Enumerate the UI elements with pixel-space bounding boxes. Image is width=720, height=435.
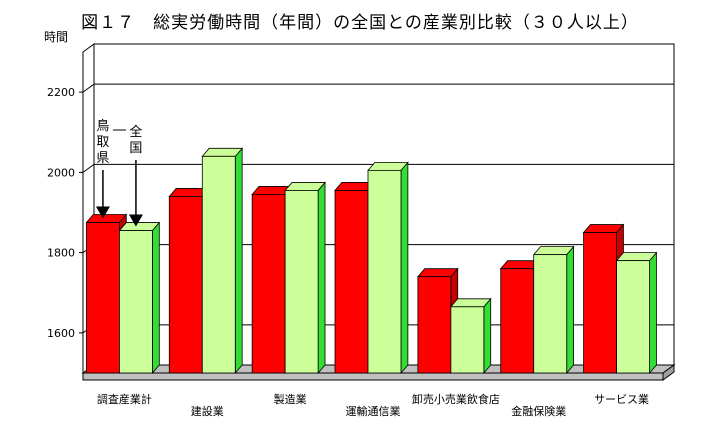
- bar: [201, 155, 236, 374]
- x-tick-label: 運輸通信業: [346, 404, 401, 418]
- x-tick-label: 建設業: [191, 404, 224, 418]
- chart-title: 図１７ 総実労働時間（年間）の全国との産業別比較（３０人以上）: [81, 13, 639, 33]
- bar: [450, 306, 485, 374]
- bar-side: [566, 245, 574, 375]
- bar: [251, 194, 286, 374]
- bar: [616, 260, 650, 374]
- bar-top: [449, 298, 492, 308]
- bar-top: [367, 161, 409, 171]
- series-annotation-label: 鳥: [96, 119, 109, 134]
- bar-side: [649, 251, 657, 375]
- series-annotation-label: 国: [129, 141, 142, 156]
- x-tick-label: 調査産業計: [97, 392, 152, 406]
- bar: [583, 232, 617, 374]
- bar-side: [152, 221, 160, 375]
- x-tick-label: サービス業: [594, 393, 649, 406]
- plot-floor-front: [82, 372, 664, 381]
- y-tick-label: 1800: [47, 247, 75, 260]
- bar-top: [615, 252, 658, 262]
- bar-top: [284, 182, 326, 191]
- series-annotation-label: 全: [129, 124, 142, 140]
- series-annotation-label: 県: [96, 151, 109, 166]
- bar: [533, 254, 568, 374]
- annotation-arrow-head: [95, 206, 110, 219]
- bar-side: [317, 181, 326, 375]
- series-annotation-label: 取: [96, 135, 109, 150]
- bar: [86, 222, 120, 374]
- plot-floor-side: [662, 364, 675, 381]
- y-tick-label: 2200: [47, 86, 75, 99]
- bar-side: [234, 147, 243, 375]
- x-tick-label: 金融保険業: [511, 404, 566, 418]
- x-tick-label: 卸売小売業飲食店: [412, 392, 500, 406]
- bar-side: [483, 297, 492, 375]
- bar: [334, 190, 369, 374]
- bar-top: [118, 222, 161, 231]
- bar-top: [201, 147, 244, 157]
- bar-side: [400, 161, 409, 375]
- y-tick-label: 2000: [47, 166, 75, 179]
- bar: [367, 169, 402, 374]
- bar: [284, 190, 319, 374]
- bar-top: [85, 214, 128, 223]
- bar: [168, 196, 203, 374]
- y-tick-label: 1600: [47, 327, 75, 340]
- bar: [500, 268, 535, 374]
- y-axis-unit-label: 時間: [44, 30, 69, 44]
- annotation-arrow-head: [128, 214, 143, 227]
- bar: [119, 230, 153, 374]
- bar-top: [416, 268, 459, 278]
- bar: [417, 276, 452, 374]
- gridline-side: [82, 83, 95, 93]
- gridline-side: [82, 163, 95, 173]
- bar-top: [532, 246, 575, 256]
- bar-top: [582, 224, 625, 233]
- x-tick-label: 製造業: [274, 392, 307, 406]
